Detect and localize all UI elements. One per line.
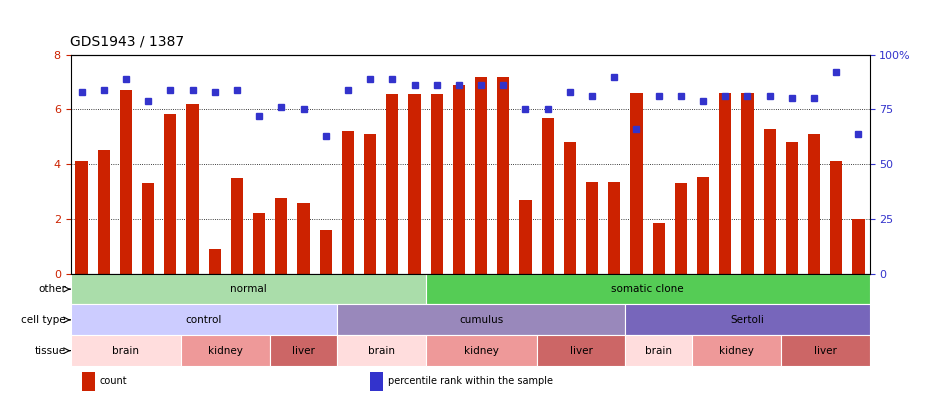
Bar bbox=[853, 219, 865, 274]
Bar bbox=[830, 162, 842, 274]
Text: kidney: kidney bbox=[719, 346, 754, 356]
Bar bbox=[719, 93, 731, 274]
Bar bbox=[386, 94, 399, 274]
Bar bbox=[370, 372, 384, 391]
Bar bbox=[586, 182, 598, 274]
Text: liver: liver bbox=[814, 346, 837, 356]
Bar bbox=[786, 142, 798, 274]
Bar bbox=[320, 230, 332, 274]
Bar bbox=[342, 131, 354, 274]
Text: kidney: kidney bbox=[209, 346, 243, 356]
Bar bbox=[497, 77, 509, 274]
Bar bbox=[608, 182, 620, 274]
Bar bbox=[431, 94, 443, 274]
Text: liver: liver bbox=[292, 346, 315, 356]
Bar bbox=[520, 200, 532, 274]
Text: brain: brain bbox=[645, 346, 672, 356]
Text: Sertoli: Sertoli bbox=[730, 315, 764, 325]
Bar bbox=[209, 249, 221, 274]
Text: cumulus: cumulus bbox=[459, 315, 503, 325]
Bar bbox=[186, 104, 198, 274]
Bar bbox=[82, 372, 95, 391]
Text: brain: brain bbox=[113, 346, 139, 356]
Bar bbox=[742, 93, 754, 274]
Bar bbox=[70, 274, 426, 305]
Bar bbox=[253, 213, 265, 274]
Bar bbox=[337, 305, 625, 335]
Bar bbox=[692, 335, 781, 366]
Text: control: control bbox=[185, 315, 222, 325]
Bar bbox=[70, 305, 337, 335]
Text: GDS1943 / 1387: GDS1943 / 1387 bbox=[70, 34, 184, 49]
Bar bbox=[231, 178, 243, 274]
Bar bbox=[426, 335, 537, 366]
Bar bbox=[271, 335, 337, 366]
Bar bbox=[475, 77, 487, 274]
Text: normal: normal bbox=[229, 284, 266, 294]
Bar bbox=[652, 223, 665, 274]
Bar bbox=[142, 183, 154, 274]
Text: somatic clone: somatic clone bbox=[611, 284, 684, 294]
Text: liver: liver bbox=[570, 346, 592, 356]
Text: tissue: tissue bbox=[35, 346, 66, 356]
Bar bbox=[541, 117, 554, 274]
Bar bbox=[564, 142, 576, 274]
Bar bbox=[807, 134, 820, 274]
Text: kidney: kidney bbox=[463, 346, 498, 356]
Bar bbox=[625, 335, 692, 366]
Bar bbox=[426, 274, 870, 305]
Bar bbox=[75, 162, 87, 274]
Bar bbox=[181, 335, 271, 366]
Bar bbox=[98, 151, 110, 274]
Bar bbox=[453, 85, 465, 274]
Bar bbox=[275, 198, 288, 274]
Bar bbox=[408, 94, 420, 274]
Bar bbox=[675, 183, 687, 274]
Bar bbox=[70, 335, 181, 366]
Text: percentile rank within the sample: percentile rank within the sample bbox=[388, 377, 553, 386]
Text: brain: brain bbox=[368, 346, 395, 356]
Bar bbox=[337, 335, 426, 366]
Bar bbox=[631, 93, 643, 274]
Bar bbox=[697, 177, 709, 274]
Bar bbox=[364, 134, 376, 274]
Bar bbox=[297, 202, 309, 274]
Bar bbox=[120, 90, 133, 274]
Text: cell type: cell type bbox=[22, 315, 66, 325]
Bar bbox=[164, 113, 177, 274]
Bar bbox=[763, 129, 776, 274]
Bar bbox=[625, 305, 870, 335]
Text: count: count bbox=[100, 377, 127, 386]
Bar bbox=[781, 335, 870, 366]
Bar bbox=[537, 335, 625, 366]
Text: other: other bbox=[39, 284, 66, 294]
